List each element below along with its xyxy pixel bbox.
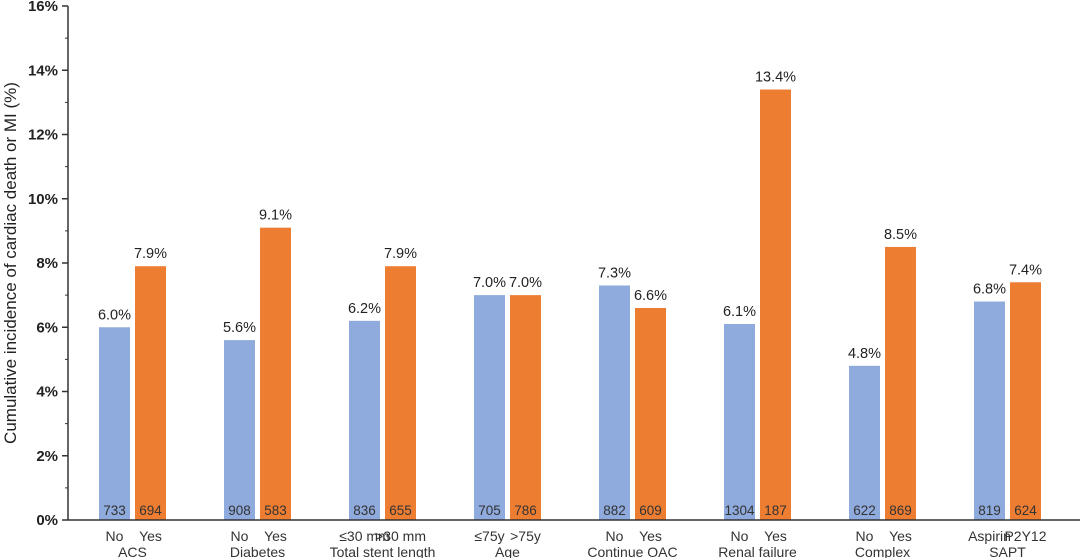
group-label: ACS bbox=[118, 544, 147, 558]
group-label: Age bbox=[495, 544, 520, 558]
y-tick-label: 4% bbox=[36, 384, 58, 401]
y-tick-label: 2% bbox=[36, 448, 58, 465]
bar-acs-0 bbox=[99, 327, 130, 520]
data-label: 6.1% bbox=[723, 304, 756, 320]
data-label: 7.9% bbox=[384, 246, 417, 262]
n-label: 609 bbox=[639, 503, 662, 518]
x-tick-label: ≤75y bbox=[474, 528, 504, 544]
group-label: Diabetes bbox=[230, 544, 285, 558]
n-label: 1304 bbox=[724, 503, 755, 518]
data-label: 6.2% bbox=[348, 301, 381, 317]
data-label: 7.9% bbox=[134, 246, 167, 262]
x-tick-label: No bbox=[731, 528, 749, 544]
bar-age-0 bbox=[474, 295, 505, 520]
x-tick-label: Yes bbox=[264, 528, 287, 544]
bar-sapt-0 bbox=[974, 301, 1005, 520]
group-label: SAPT bbox=[989, 544, 1026, 558]
y-tick-label: 14% bbox=[28, 62, 58, 79]
x-tick-label: Yes bbox=[889, 528, 912, 544]
data-label: 8.5% bbox=[884, 227, 917, 243]
x-tick-label: No bbox=[106, 528, 124, 544]
n-label: 882 bbox=[603, 503, 626, 518]
x-tick-label: >75y bbox=[510, 528, 541, 544]
bar-diabetes-1 bbox=[260, 227, 291, 520]
n-label: 187 bbox=[764, 503, 787, 518]
x-tick-label: No bbox=[231, 528, 249, 544]
y-tick-label: 8% bbox=[36, 255, 58, 272]
n-label: 836 bbox=[353, 503, 376, 518]
n-label: 705 bbox=[478, 503, 501, 518]
group-label: Continue OAC bbox=[587, 544, 677, 558]
x-tick-label: ≤30 mm bbox=[339, 528, 389, 544]
y-tick-label: 0% bbox=[36, 512, 58, 529]
n-label: 694 bbox=[139, 503, 162, 518]
x-tick-label: Yes bbox=[139, 528, 162, 544]
bar-sapt-1 bbox=[1010, 282, 1041, 520]
n-label: 908 bbox=[228, 503, 251, 518]
bar-total-stent-length-0 bbox=[349, 320, 380, 520]
n-label: 655 bbox=[389, 503, 412, 518]
bar-continue-oac-0 bbox=[599, 285, 630, 520]
y-axis-label: Cumulative incidence of cardiac death or… bbox=[1, 82, 20, 444]
bar-acs-1 bbox=[135, 266, 166, 520]
data-label: 7.3% bbox=[598, 265, 631, 281]
x-tick-label: Yes bbox=[764, 528, 787, 544]
data-label: 6.0% bbox=[98, 307, 131, 323]
data-label: 6.6% bbox=[634, 288, 667, 304]
y-tick-label: 10% bbox=[28, 191, 58, 208]
bar-age-1 bbox=[510, 295, 541, 520]
n-label: 819 bbox=[978, 503, 1001, 518]
x-tick-label: Aspirin bbox=[968, 528, 1011, 544]
bar-complex-1 bbox=[885, 246, 916, 520]
bar-total-stent-length-1 bbox=[385, 266, 416, 520]
data-label: 9.1% bbox=[259, 208, 292, 224]
bar-complex-0 bbox=[849, 365, 880, 520]
data-label: 5.6% bbox=[223, 320, 256, 336]
n-label: 583 bbox=[264, 503, 287, 518]
n-label: 624 bbox=[1014, 503, 1037, 518]
x-tick-label: No bbox=[606, 528, 624, 544]
x-tick-label: Yes bbox=[639, 528, 662, 544]
group-label: Renal failure bbox=[718, 544, 797, 558]
bar-renal-failure-0 bbox=[724, 324, 755, 520]
data-label: 7.4% bbox=[1009, 262, 1042, 278]
x-tick-label: P2Y12 bbox=[1004, 528, 1046, 544]
data-label: 13.4% bbox=[755, 70, 796, 86]
x-tick-label: >30 mm bbox=[375, 528, 426, 544]
data-label: 4.8% bbox=[848, 346, 881, 362]
n-label: 786 bbox=[514, 503, 537, 518]
group-label: Total stent length bbox=[330, 544, 436, 558]
y-tick-label: 16% bbox=[28, 0, 58, 15]
bar-renal-failure-1 bbox=[760, 89, 791, 521]
x-tick-label: No bbox=[856, 528, 874, 544]
bar-continue-oac-1 bbox=[635, 307, 666, 520]
bar-diabetes-0 bbox=[224, 340, 255, 520]
group-label: Complex bbox=[855, 544, 910, 558]
n-label: 622 bbox=[853, 503, 876, 518]
data-label: 7.0% bbox=[473, 275, 506, 291]
data-label: 6.8% bbox=[973, 282, 1006, 298]
y-tick-label: 6% bbox=[36, 319, 58, 336]
n-label: 733 bbox=[103, 503, 126, 518]
y-tick-label: 12% bbox=[28, 127, 58, 144]
n-label: 869 bbox=[889, 503, 912, 518]
data-label: 7.0% bbox=[509, 275, 542, 291]
